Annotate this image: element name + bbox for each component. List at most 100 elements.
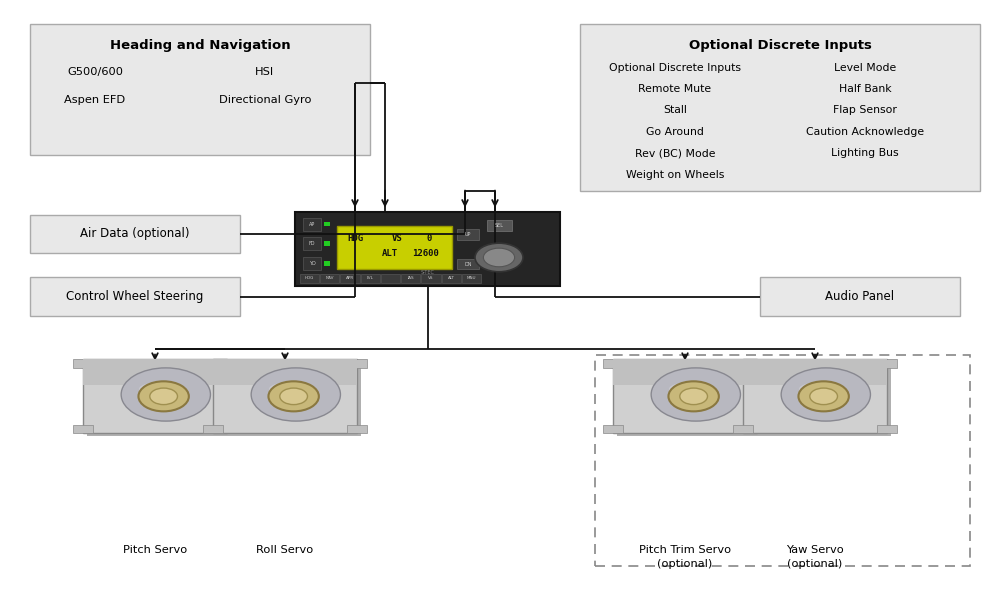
Bar (203, 425, 223, 433)
Bar (747, 359, 767, 368)
Text: Pitch Trim Servo
(optional): Pitch Trim Servo (optional) (639, 545, 731, 569)
Text: HSI: HSI (255, 67, 275, 77)
Text: Go Around: Go Around (646, 127, 704, 137)
Bar (421, 274, 441, 283)
Bar (73, 425, 93, 433)
Text: S-TEC: S-TEC (421, 271, 434, 275)
Bar (30, 24, 370, 155)
Bar (877, 425, 897, 433)
Ellipse shape (799, 383, 835, 396)
Text: Optional Discrete Inputs: Optional Discrete Inputs (609, 63, 741, 73)
Text: FD: FD (309, 241, 315, 246)
Bar (733, 425, 753, 433)
Text: Audio Panel: Audio Panel (825, 290, 895, 303)
Ellipse shape (781, 368, 870, 421)
Text: Pitch Servo: Pitch Servo (123, 545, 187, 555)
Bar (442, 274, 461, 283)
Bar (401, 274, 420, 283)
Bar (760, 277, 960, 316)
Ellipse shape (121, 368, 210, 421)
Text: G500/600: G500/600 (67, 67, 123, 77)
Bar (337, 226, 452, 269)
Text: Air Data (optional): Air Data (optional) (80, 228, 190, 240)
FancyBboxPatch shape (217, 362, 361, 436)
Bar (30, 277, 240, 316)
Bar (83, 359, 227, 385)
Bar (347, 359, 367, 368)
Text: Roll Servo: Roll Servo (256, 545, 314, 555)
Ellipse shape (651, 368, 740, 421)
Text: DN: DN (464, 262, 472, 266)
Bar (457, 229, 479, 240)
Text: IAS: IAS (407, 277, 414, 280)
Bar (603, 425, 623, 433)
FancyBboxPatch shape (747, 362, 891, 436)
Bar (747, 425, 767, 433)
Text: ALT: ALT (382, 249, 398, 258)
Bar (320, 274, 339, 283)
Circle shape (268, 381, 319, 411)
Circle shape (680, 388, 708, 405)
Circle shape (150, 388, 178, 405)
Bar (347, 425, 367, 433)
Text: VS: VS (428, 277, 434, 280)
Bar (743, 359, 887, 385)
Circle shape (483, 248, 515, 267)
Bar (217, 425, 237, 433)
Ellipse shape (139, 383, 175, 396)
Text: YD: YD (309, 261, 315, 266)
Text: UP: UP (465, 232, 471, 237)
Bar (324, 222, 330, 226)
Ellipse shape (251, 368, 340, 421)
Bar (300, 274, 319, 283)
FancyBboxPatch shape (83, 359, 227, 433)
Circle shape (138, 381, 189, 411)
Circle shape (668, 381, 719, 411)
Text: Half Bank: Half Bank (839, 84, 891, 94)
Text: NAV: NAV (326, 277, 334, 280)
Bar (340, 274, 360, 283)
Text: Control Wheel Steering: Control Wheel Steering (66, 290, 204, 303)
Text: Yaw Servo
(optional): Yaw Servo (optional) (786, 545, 844, 569)
Circle shape (810, 388, 837, 405)
Text: SEL: SEL (494, 223, 504, 228)
Text: 12600: 12600 (412, 249, 439, 258)
Bar (73, 359, 93, 368)
Bar (217, 359, 237, 368)
Text: HDG: HDG (305, 277, 314, 280)
Ellipse shape (269, 383, 305, 396)
Text: Level Mode: Level Mode (834, 63, 896, 73)
Text: Heading and Navigation: Heading and Navigation (110, 39, 290, 52)
Text: Stall: Stall (663, 105, 687, 116)
Bar (487, 220, 512, 231)
Bar (303, 237, 321, 250)
Text: Aspen EFD: Aspen EFD (64, 95, 126, 105)
Bar (595, 355, 970, 566)
Bar (295, 212, 560, 286)
Text: HDG: HDG (347, 234, 363, 243)
Text: 0: 0 (427, 234, 432, 243)
Bar (303, 218, 321, 231)
Bar (303, 257, 321, 270)
Text: MNU: MNU (467, 277, 476, 280)
FancyBboxPatch shape (617, 362, 761, 436)
Text: ALT: ALT (448, 277, 455, 280)
FancyBboxPatch shape (87, 362, 231, 436)
Text: Caution Acknowledge: Caution Acknowledge (806, 127, 924, 137)
Bar (324, 241, 330, 246)
Circle shape (280, 388, 307, 405)
Text: Directional Gyro: Directional Gyro (219, 95, 311, 105)
Text: AP: AP (309, 222, 315, 226)
Bar (203, 359, 223, 368)
Bar (30, 215, 240, 253)
Text: Flap Sensor: Flap Sensor (833, 105, 897, 116)
Bar (381, 274, 400, 283)
Circle shape (798, 381, 849, 411)
Text: Rev (BC) Mode: Rev (BC) Mode (635, 148, 715, 159)
Bar (324, 261, 330, 266)
Bar (457, 259, 479, 269)
Bar (580, 24, 980, 191)
Bar (603, 359, 623, 368)
Circle shape (475, 243, 523, 272)
Text: VS: VS (392, 234, 403, 243)
